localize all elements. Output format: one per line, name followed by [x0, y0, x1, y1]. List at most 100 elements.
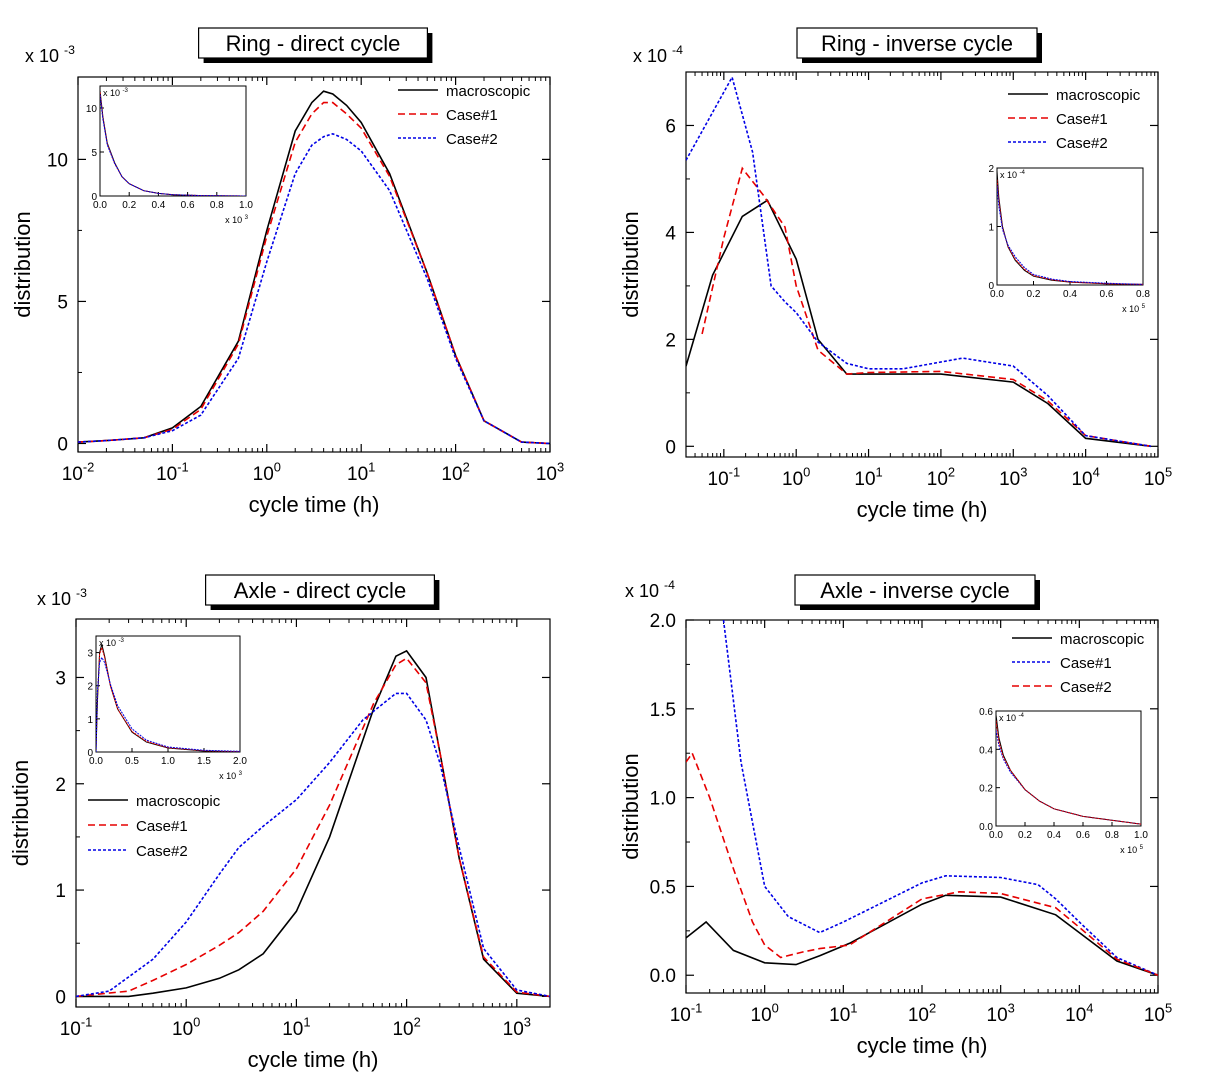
inset-x-tick-label: 0.4 [1047, 830, 1061, 841]
inset-x-tick-label: 0.6 [1100, 289, 1114, 300]
series-group [76, 649, 550, 998]
x-tick-label: 10-1 [60, 1014, 93, 1040]
y-scale-factor-base: x 10 [37, 589, 76, 609]
inset-x-tick-label: 1.0 [161, 756, 175, 767]
inset-x-scale-factor-base: x 10 [1120, 845, 1140, 855]
x-tick-label: 10-1 [670, 1000, 703, 1026]
x-tick-label-base: 10 [1144, 1005, 1165, 1026]
inset-series-group [997, 170, 1143, 285]
inset-x-scale-factor-base: x 10 [1122, 304, 1142, 314]
inset-plot: 0.0 0.2 0.4 0.6 0.8 1.00.00.20.40.6 x 10 -4x 1… [979, 707, 1148, 855]
x-tick-label-exponent: -2 [83, 459, 94, 474]
series-line-case2 [686, 751, 1158, 976]
legend-entry: Case#2 [446, 131, 498, 148]
chart-title: Ring - inverse cycle [796, 27, 1042, 63]
x-tick-label-exponent: 1 [368, 459, 375, 474]
inset-x-tick-label: 0.0 [93, 200, 107, 211]
x-tick-label-exponent: 0 [274, 459, 281, 474]
x-tick-label-base: 10 [999, 469, 1020, 490]
y-scale-factor-base: x 10 [633, 46, 672, 66]
legend-entry: Case#1 [136, 818, 188, 835]
inset-y-tick-label: 2 [87, 682, 93, 693]
x-tick-label-exponent: 5 [1165, 1000, 1172, 1015]
x-tick-label-base: 10 [536, 464, 557, 485]
y-scale-factor-base: x 10 [625, 581, 664, 601]
inset-x-tick-label: 1.0 [239, 200, 253, 211]
y-axis: 0 1 2 3 distribution x 10 -3 [8, 586, 550, 1008]
x-tick-label-base: 10 [782, 469, 803, 490]
legend-entry: Case#1 [446, 107, 498, 124]
inset-y-scale-factor-base: x 10 [999, 713, 1019, 723]
inset-y-tick-label: 3 [87, 649, 93, 660]
inset-x-tick-label: 2.0 [233, 756, 247, 767]
x-tick-label: 10-1 [156, 459, 189, 485]
inset-x-tick-label: 0.4 [1063, 289, 1077, 300]
y-tick-label: 2 [55, 775, 66, 796]
x-tick-label: 103 [503, 1014, 531, 1040]
y-axis: 0.0 0.5 1.0 1.5 2.0 distribution x 10 -4 [618, 578, 1158, 987]
plot-frame [685, 71, 1159, 458]
inset-y-tick-label: 0.2 [979, 784, 993, 795]
x-tick-label: 10-1 [708, 464, 741, 490]
x-tick-label: 100 [172, 1014, 200, 1040]
x-axis-label: cycle time (h) [248, 1047, 379, 1072]
legend-entry: macroscopic [136, 793, 221, 810]
x-tick-label: 103 [999, 464, 1027, 490]
y-axis: 0 5 10 distribution x 10 -3 [10, 43, 550, 455]
x-tick-label-base: 10 [908, 1005, 929, 1026]
inset-x-scale-factor-base: x 10 [219, 771, 239, 781]
inset-y-scale-factor: x 10 -4 [1000, 169, 1026, 180]
x-tick-label: 100 [751, 1000, 779, 1026]
title-box [205, 574, 436, 606]
inset-y-scale-factor-exponent: -3 [123, 87, 129, 94]
inset-x-scale-factor-exponent: 3 [239, 770, 243, 777]
x-tick-label-base: 10 [282, 1019, 303, 1040]
inset-y-scale-factor-base: x 10 [99, 638, 119, 648]
x-tick-label: 103 [987, 1000, 1015, 1026]
legend-entry: Case#2 [1060, 679, 1112, 696]
inset-y-scale-factor: x 10 -3 [99, 637, 125, 648]
title-text: Axle - inverse cycle [820, 578, 1010, 603]
x-tick-label-base: 10 [60, 1019, 81, 1040]
inset-series-group [96, 644, 240, 752]
y-scale-factor-exponent: -4 [672, 43, 683, 57]
x-tick-label-base: 10 [670, 1005, 691, 1026]
x-tick-label: 101 [854, 464, 882, 490]
series-line-case1 [722, 620, 1158, 976]
x-tick-label: 102 [927, 464, 955, 490]
y-tick-label: 1.0 [650, 789, 676, 810]
x-tick-label-exponent: 3 [524, 1014, 531, 1029]
x-tick-label-exponent: -1 [177, 459, 188, 474]
inset-y-tick-label: 5 [91, 148, 97, 159]
x-tick-label-exponent: 3 [1008, 1000, 1015, 1015]
legend: macroscopic Case#1 Case#2 [1008, 87, 1141, 152]
x-tick-label: 102 [441, 459, 469, 485]
inset-x-scale-factor: x 10 3 [219, 770, 243, 781]
series-group [686, 75, 1152, 448]
inset-y-tick-label: 0.4 [979, 745, 993, 756]
legend-entry: macroscopic [1060, 631, 1145, 648]
y-axis-label: distribution [8, 760, 33, 866]
x-axis-label: cycle time (h) [249, 492, 380, 517]
inset-y-tick-label: 10 [86, 104, 98, 115]
inset-x-tick-label: 0.2 [122, 200, 136, 211]
y-tick-label: 5 [57, 292, 68, 313]
inset-y-tick-label: 1 [988, 223, 994, 234]
chart-title: Axle - inverse cycle [794, 574, 1040, 610]
x-tick-label: 10-2 [62, 459, 95, 485]
y-tick-label: 6 [665, 116, 676, 137]
x-tick-label-base: 10 [441, 464, 462, 485]
y-tick-label: 0.0 [650, 966, 676, 987]
inset-series-line-case2 [997, 185, 1143, 285]
inset-x-tick-label: 0.8 [1136, 289, 1150, 300]
legend: macroscopic Case#1 Case#2 [398, 83, 531, 148]
plot-frame [77, 76, 551, 453]
y-scale-factor-exponent: -3 [64, 43, 75, 57]
y-scale-factor: x 10 -4 [625, 578, 675, 601]
inset-x-tick-label: 0.4 [151, 200, 165, 211]
